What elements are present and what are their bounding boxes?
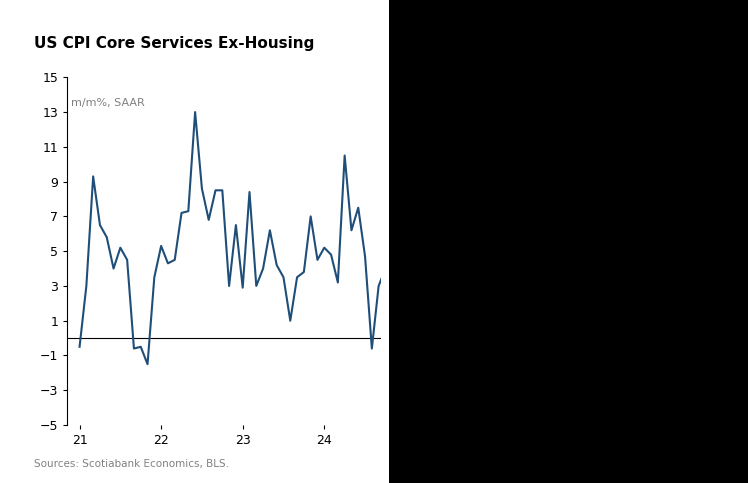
Text: m/m%, SAAR: m/m%, SAAR (71, 98, 145, 108)
Text: Sources: Scotiabank Economics, BLS.: Sources: Scotiabank Economics, BLS. (34, 458, 229, 469)
Text: US CPI Core Services Ex-Housing: US CPI Core Services Ex-Housing (34, 36, 314, 51)
